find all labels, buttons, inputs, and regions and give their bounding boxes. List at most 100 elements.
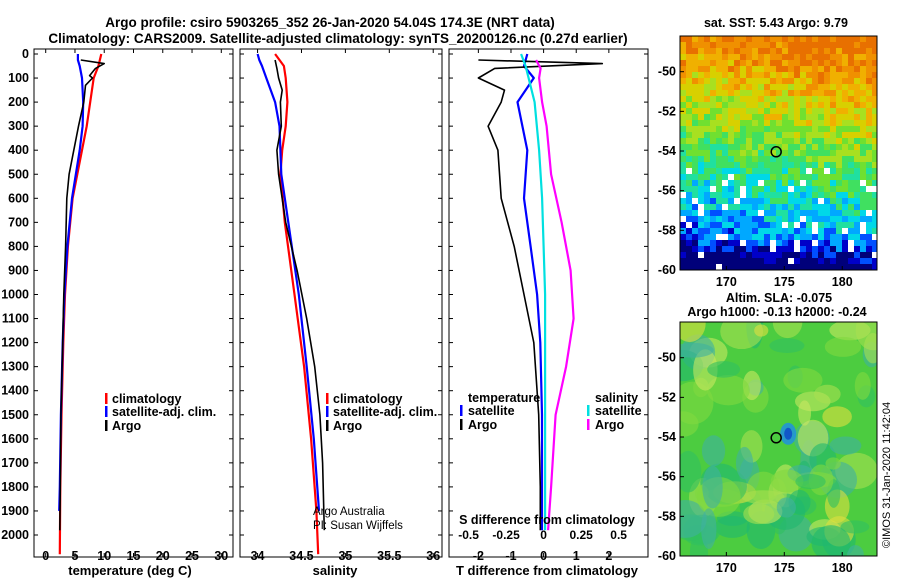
legend-label-t-argo: Argo: [468, 418, 498, 432]
temperature-x-axis: 0 5 10 15 20 25 30: [42, 49, 228, 563]
temperature-line-argo: [59, 59, 105, 531]
depth-tick-label: 1200: [1, 336, 29, 350]
legend-header-salinity: salinity: [595, 391, 638, 405]
depth-tick-label: 200: [8, 95, 29, 109]
sla-map-subtitle: Argo h1000: -0.13 h2000: -0.24: [687, 305, 866, 319]
x-tick-label: -2: [473, 549, 484, 563]
temperature-plot-area: [33, 48, 234, 558]
difference-line-s-argo: [535, 59, 575, 531]
legend-header-temperature: temperature: [468, 391, 540, 405]
depth-tick-label: 100: [8, 71, 29, 85]
figure-title-line2: Climatology: CARS2009. Satellite-adjuste…: [48, 31, 627, 46]
salinity-line-argo: [274, 59, 326, 531]
depth-tick-label: 0: [22, 47, 29, 61]
map-lon-label: 180: [832, 561, 853, 575]
map-lat-label: -52: [658, 390, 676, 404]
depth-tick-label: 700: [8, 215, 29, 229]
legend-swatch-t-argo: [460, 419, 463, 430]
depth-tick-label: 1000: [1, 288, 29, 302]
sst-map: [680, 36, 877, 270]
s-diff-tick-label: 0: [540, 528, 547, 542]
depth-tick-label: 800: [8, 239, 29, 253]
map-lat-label: -56: [658, 184, 676, 198]
credit-argo-australia: Argo Australia: [313, 506, 385, 518]
x-tick-label: 34.5: [289, 549, 313, 563]
sla-map: [680, 322, 877, 556]
map-lon-label: 180: [832, 275, 853, 289]
salinity-axis-label: salinity: [313, 563, 359, 578]
difference-plot-area: [448, 48, 649, 558]
legend-swatch-s-satellite: [587, 405, 590, 416]
x-tick-label: 2: [605, 549, 612, 563]
x-tick-label: -1: [505, 549, 516, 563]
legend-label-argo: Argo: [112, 419, 142, 433]
legend-swatch-satellite: [326, 406, 329, 417]
x-tick-label: 20: [156, 549, 170, 563]
map-lat-label: -58: [658, 223, 676, 237]
depth-tick-label: 600: [8, 191, 29, 205]
legend-swatch-t-satellite: [460, 405, 463, 416]
depth-tick-label: 1700: [1, 456, 29, 470]
s-difference-title: S difference from climatology: [459, 513, 635, 527]
salinity-plot-area: [239, 48, 443, 558]
map-lat-label: -60: [658, 549, 676, 563]
depth-tick-label: 1300: [1, 360, 29, 374]
depth-tick-label: 300: [8, 119, 29, 133]
legend-label-argo: Argo: [333, 419, 363, 433]
imos-footer: ©IMOS 31-Jan-2020 11:42:04: [881, 402, 893, 548]
figure-title-line1: Argo profile: csiro 5903265_352 26-Jan-2…: [105, 15, 554, 30]
map-lat-label: -54: [658, 144, 676, 158]
legend-swatch-argo: [105, 420, 108, 431]
difference-line-t-argo: [477, 59, 604, 531]
legend-label-climatology: climatology: [333, 392, 403, 406]
s-diff-tick-label: -0.5: [458, 528, 479, 542]
legend-label-t-satellite: satellite: [468, 404, 515, 418]
x-tick-label: 36: [426, 549, 440, 563]
depth-tick-label: 1400: [1, 384, 29, 398]
legend-label-s-satellite: satellite: [595, 404, 642, 418]
difference-series: [477, 53, 604, 531]
x-tick-label: 35.5: [377, 549, 401, 563]
depth-tick-label: 2000: [1, 528, 29, 542]
depth-tick-label: 400: [8, 143, 29, 157]
map-lat-label: -58: [658, 509, 676, 523]
argo-location-marker: [770, 432, 782, 444]
x-tick-label: 0: [540, 549, 547, 563]
legend-label-s-argo: Argo: [595, 418, 625, 432]
map-lon-label: 170: [716, 561, 737, 575]
x-tick-label: 15: [127, 549, 141, 563]
map-lon-label: 170: [716, 275, 737, 289]
depth-tick-label: 1100: [2, 312, 29, 326]
temperature-legend: climatology satellite-adj. clim. Argo: [105, 392, 216, 433]
map-lon-label: 175: [774, 561, 795, 575]
depth-tick-label: 500: [8, 167, 29, 181]
sla-map-title: Altim. SLA: -0.075: [726, 291, 832, 305]
map-lat-label: -50: [658, 351, 676, 365]
salinity-legend: climatology satellite-adj. clim. Argo Ar…: [313, 392, 437, 532]
temperature-series: [58, 53, 105, 555]
x-tick-label: 30: [214, 549, 228, 563]
x-tick-label: 34: [251, 549, 265, 563]
depth-tick-label: 1600: [1, 432, 29, 446]
map-lat-label: -60: [658, 263, 676, 277]
difference-line-s-satellite: [520, 53, 547, 531]
argo-location-marker: [770, 146, 782, 158]
legend-swatch-satellite: [105, 406, 108, 417]
credit-pi: PI: Susan Wijffels: [313, 520, 403, 532]
s-diff-tick-label: 0.25: [569, 528, 593, 542]
depth-tick-label: 1900: [1, 504, 29, 518]
map-lat-label: -52: [658, 104, 676, 118]
depth-axis: 0 100 200 300 400 500 600 700 800 900 1000 1100 1200…: [1, 47, 648, 542]
legend-label-climatology: climatology: [112, 392, 182, 406]
legend-swatch-climatology: [326, 393, 329, 404]
legend-label-satellite: satellite-adj. clim.: [112, 405, 216, 419]
t-difference-x-axis: -2 -1 0 1 2: [473, 49, 612, 563]
salinity-line-satellite-adj-clim-: [256, 53, 321, 511]
legend-label-satellite: satellite-adj. clim.: [333, 405, 437, 419]
depth-tick-label: 1500: [1, 408, 29, 422]
map-lat-label: -56: [658, 470, 676, 484]
salinity-series: [256, 53, 326, 555]
sst-map-frame: [679, 35, 878, 271]
legend-swatch-argo: [326, 420, 329, 431]
